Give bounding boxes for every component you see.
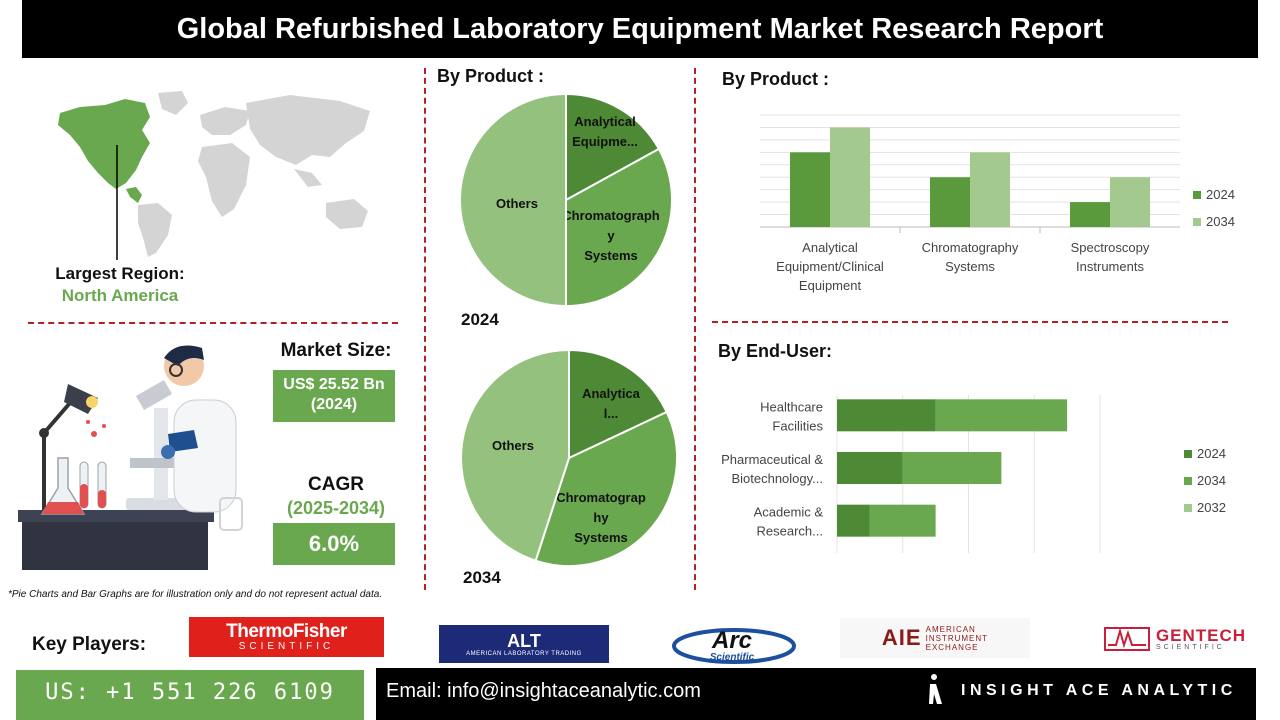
gentech-wave-icon <box>1103 627 1150 651</box>
pie-2024-year: 2024 <box>461 310 499 329</box>
legend-swatch <box>1184 504 1192 512</box>
stacked-bar-segment <box>837 452 903 484</box>
legend-label: 2024 <box>1197 446 1226 461</box>
email-contact[interactable]: Email: info@insightaceanalytic.com <box>386 680 701 702</box>
stacked-bar-segment <box>869 504 936 537</box>
bar-chart-by-end-user: Healthcare Facilities Pharmaceutical & Biot… <box>721 395 1226 553</box>
legend-label: 2034 <box>1206 214 1235 229</box>
legend-label: 2034 <box>1197 473 1226 488</box>
arc-swoosh-icon <box>672 628 796 664</box>
stacked-bar-segment <box>837 504 870 537</box>
pie-slice <box>568 348 669 460</box>
bar <box>970 152 1010 227</box>
bar-product-title: By Product : <box>722 69 830 89</box>
x-tick-label: Analytical Equipment/Clinical Equipment <box>776 240 884 293</box>
legend-swatch <box>1193 218 1201 226</box>
market-size-label: Market Size: <box>280 340 392 361</box>
brand-logo-icon <box>929 674 942 704</box>
aie-logo: AIE AMERICAN INSTRUMENT EXCHANGE <box>840 618 1030 658</box>
market-size-value: US$ 25.52 Bn <box>283 376 385 393</box>
cagr-label: CAGR <box>308 474 364 495</box>
pie-slice <box>565 147 673 308</box>
stacked-bar-segment <box>935 399 1068 432</box>
divider-right <box>694 68 696 590</box>
footer-bar: Email: info@insightaceanalytic.com INSIG… <box>376 668 1256 720</box>
pie-2034-year: 2034 <box>463 568 501 587</box>
bar <box>1110 177 1150 227</box>
legend-swatch <box>1184 477 1192 485</box>
disclaimer-note: *Pie Charts and Bar Graphs are for illus… <box>8 589 383 600</box>
pie-chart-2034: Analytica l... Chromatograp hy Systems Others <box>460 348 678 567</box>
alt-logo: ALT AMERICAN LABORATORY TRADING <box>439 625 609 663</box>
pie-slice-label: Analytica l... <box>582 386 641 421</box>
divider-right-horizontal <box>712 321 1228 323</box>
thermofisher-logo: ThermoFisher SCIENTIFIC <box>189 617 384 657</box>
cagr-period: (2025-2034) <box>286 498 386 518</box>
pie-slice <box>565 92 661 202</box>
phone-contact[interactable]: US: +1 551 226 6109 <box>16 670 364 720</box>
largest-region-label: Largest Region: <box>55 264 185 283</box>
bar <box>790 152 830 227</box>
stacked-bar-segment <box>902 452 1002 484</box>
bar <box>930 177 970 227</box>
market-size-box: US$ 25.52 Bn (2024) <box>273 370 395 422</box>
market-size-year: (2024) <box>310 396 358 413</box>
legend-swatch <box>1193 191 1201 199</box>
bar <box>830 127 870 227</box>
north-america-shape <box>58 99 150 189</box>
cagr-value: 6.0% <box>273 523 395 565</box>
y-tick-label: Healthcare Facilities <box>760 399 823 433</box>
divider-left-horizontal <box>28 322 398 324</box>
pie-chart-2024: Analytical Equipme... Chromatograph y System… <box>459 92 673 308</box>
gentech-logo: GENTECH SCIENTIFIC <box>1092 624 1258 654</box>
world-map <box>58 91 370 260</box>
legend-swatch <box>1184 450 1192 458</box>
legend-label: 2032 <box>1197 500 1226 515</box>
scientist-illustration <box>18 345 243 570</box>
divider-left <box>424 68 426 590</box>
pie-section-title: By Product : <box>437 66 545 86</box>
x-tick-label: Spectroscopy Instruments <box>1071 240 1150 274</box>
brand-name: INSIGHT ACE ANALYTIC <box>961 682 1237 699</box>
x-tick-label: Chromatography Systems <box>922 240 1019 274</box>
pie-slice <box>534 410 678 567</box>
bar-chart-by-product: Analytical Equipment/Clinical Equipment Chr… <box>760 114 1235 293</box>
pie-slice <box>459 92 567 308</box>
report-title: Global Refurbished Laboratory Equipment … <box>22 0 1258 58</box>
arc-scientific-logo: Arc Scientific <box>668 624 796 668</box>
y-tick-label: Academic & Research... <box>754 505 824 539</box>
pie-slice-label: Others <box>492 438 534 453</box>
legend-label: 2024 <box>1206 187 1235 202</box>
pie-slice-label: Analytical Equipme... <box>572 114 638 149</box>
largest-region-value: North America <box>61 286 179 305</box>
pie-slice-label: Others <box>496 196 538 211</box>
bar <box>1070 202 1110 227</box>
pie-slice <box>460 348 570 562</box>
key-players-label: Key Players: <box>32 634 147 655</box>
y-tick-label: Pharmaceutical & Biotechnology... <box>721 452 823 486</box>
bar-enduser-title: By End-User: <box>718 341 833 361</box>
stacked-bar-segment <box>837 399 936 432</box>
